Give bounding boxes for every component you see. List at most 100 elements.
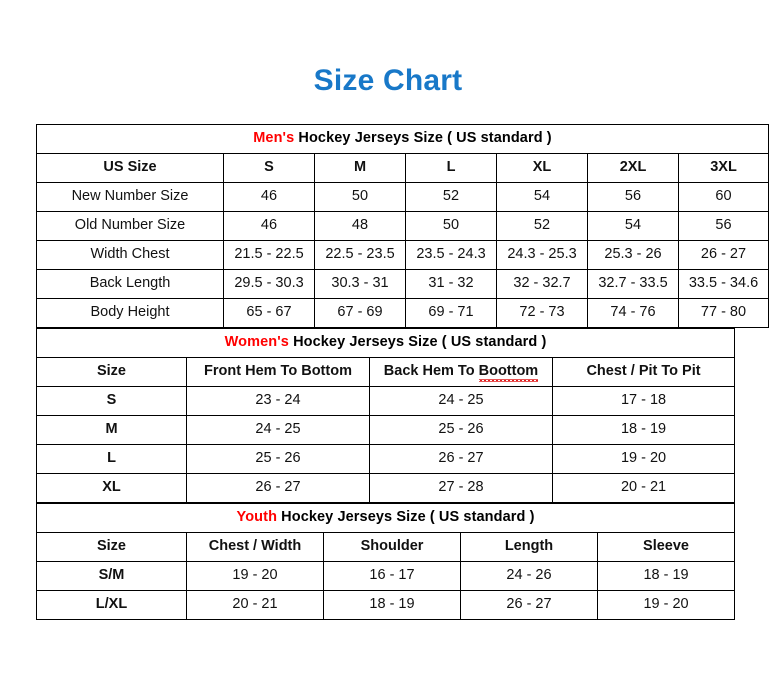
mens-cell-4-2: 69 - 71 <box>405 298 497 328</box>
table-row: Width Chest 21.5 - 22.5 22.5 - 23.5 23.5… <box>36 240 769 270</box>
womens-cell-0-1: 24 - 25 <box>369 386 553 416</box>
size-tables-container: Men's Hockey Jerseys Size ( US standard … <box>35 124 769 620</box>
mens-cell-3-5: 33.5 - 34.6 <box>678 269 769 299</box>
womens-banner-rest: Hockey Jerseys Size ( US standard ) <box>288 334 547 351</box>
table-row: New Number Size 46 50 52 54 56 60 <box>36 182 769 212</box>
mens-cell-2-1: 22.5 - 23.5 <box>314 240 406 270</box>
youth-col-header-1: Chest / Width <box>186 532 324 562</box>
table-row: L 25 - 26 26 - 27 19 - 20 <box>36 444 736 474</box>
mens-row-label-4: Body Height <box>36 298 224 328</box>
mens-cell-3-0: 29.5 - 30.3 <box>223 269 315 299</box>
womens-cell-2-1: 26 - 27 <box>369 444 553 474</box>
youth-row-label-0: S/M <box>36 561 187 591</box>
womens-cell-3-2: 20 - 21 <box>551 473 736 503</box>
youth-row-label-1: L/XL <box>36 590 187 620</box>
youth-column-header-row: Size Chest / Width Shoulder Length Sleev… <box>36 532 736 562</box>
womens-col-header-0: Size <box>36 357 187 387</box>
table-row: Old Number Size 46 48 50 52 54 56 <box>36 211 769 241</box>
womens-cell-1-2: 18 - 19 <box>551 415 736 445</box>
womens-row-label-0: S <box>36 386 187 416</box>
table-row: S/M 19 - 20 16 - 17 24 - 26 18 - 19 <box>36 561 736 591</box>
page-title: Size Chart <box>313 64 463 97</box>
womens-section-banner-row: Women's Hockey Jerseys Size ( US standar… <box>35 328 736 358</box>
youth-cell-0-1: 16 - 17 <box>323 561 461 591</box>
mens-size-table: Men's Hockey Jerseys Size ( US standard … <box>36 124 769 328</box>
youth-size-table: Youth Hockey Jerseys Size ( US standard … <box>35 503 736 620</box>
mens-cell-1-2: 50 <box>405 211 497 241</box>
mens-col-header-6: 3XL <box>678 153 769 183</box>
mens-cell-2-2: 23.5 - 24.3 <box>405 240 497 270</box>
youth-cell-0-3: 18 - 19 <box>596 561 736 591</box>
womens-row-label-2: L <box>36 444 187 474</box>
mens-cell-1-3: 52 <box>496 211 588 241</box>
mens-row-label-2: Width Chest <box>36 240 224 270</box>
womens-cell-2-2: 19 - 20 <box>551 444 736 474</box>
womens-row-label-1: M <box>36 415 187 445</box>
womens-section-banner: Women's Hockey Jerseys Size ( US standar… <box>35 328 736 358</box>
youth-col-header-0: Size <box>36 532 187 562</box>
mens-col-header-1: S <box>223 153 315 183</box>
womens-cell-0-0: 23 - 24 <box>186 386 370 416</box>
womens-column-header-row: Size Front Hem To Bottom Back Hem To Boo… <box>36 357 736 387</box>
mens-cell-4-3: 72 - 73 <box>496 298 588 328</box>
womens-cell-1-0: 24 - 25 <box>186 415 370 445</box>
table-row: M 24 - 25 25 - 26 18 - 19 <box>36 415 736 445</box>
womens-col-header-2-misspelled-word: Boottom <box>478 362 539 383</box>
mens-cell-4-0: 65 - 67 <box>223 298 315 328</box>
youth-col-header-4: Sleeve <box>596 532 736 562</box>
mens-col-header-4: XL <box>496 153 588 183</box>
table-row: XL 26 - 27 27 - 28 20 - 21 <box>36 473 736 503</box>
womens-row-label-3: XL <box>36 473 187 503</box>
mens-cell-3-4: 32.7 - 33.5 <box>587 269 679 299</box>
womens-col-header-1: Front Hem To Bottom <box>186 357 370 387</box>
mens-banner-highlight: Men's <box>253 130 295 147</box>
mens-section-banner-row: Men's Hockey Jerseys Size ( US standard … <box>36 124 769 154</box>
mens-banner-rest: Hockey Jerseys Size ( US standard ) <box>294 130 552 147</box>
mens-cell-0-0: 46 <box>223 182 315 212</box>
mens-cell-1-1: 48 <box>314 211 406 241</box>
youth-col-header-3: Length <box>460 532 598 562</box>
youth-cell-1-3: 19 - 20 <box>596 590 736 620</box>
youth-cell-1-2: 26 - 27 <box>460 590 598 620</box>
womens-col-header-2: Back Hem To Boottom <box>369 357 553 387</box>
table-row: Body Height 65 - 67 67 - 69 69 - 71 72 -… <box>36 298 769 328</box>
mens-col-header-0: US Size <box>36 153 224 183</box>
youth-section-banner: Youth Hockey Jerseys Size ( US standard … <box>35 503 736 533</box>
youth-cell-1-1: 18 - 19 <box>323 590 461 620</box>
mens-cell-0-5: 60 <box>678 182 769 212</box>
mens-cell-0-4: 56 <box>587 182 679 212</box>
mens-cell-2-0: 21.5 - 22.5 <box>223 240 315 270</box>
youth-col-header-2: Shoulder <box>323 532 461 562</box>
mens-col-header-5: 2XL <box>587 153 679 183</box>
womens-col-header-2-prefix: Back Hem To <box>383 362 479 379</box>
mens-cell-2-3: 24.3 - 25.3 <box>496 240 588 270</box>
mens-cell-3-2: 31 - 32 <box>405 269 497 299</box>
mens-cell-4-5: 77 - 80 <box>678 298 769 328</box>
mens-row-label-0: New Number Size <box>36 182 224 212</box>
mens-cell-3-3: 32 - 32.7 <box>496 269 588 299</box>
table-row: L/XL 20 - 21 18 - 19 26 - 27 19 - 20 <box>36 590 736 620</box>
youth-banner-rest: Hockey Jerseys Size ( US standard ) <box>277 509 535 526</box>
youth-section-banner-row: Youth Hockey Jerseys Size ( US standard … <box>35 503 736 533</box>
womens-col-header-3: Chest / Pit To Pit <box>551 357 736 387</box>
mens-col-header-3: L <box>405 153 497 183</box>
mens-cell-1-4: 54 <box>587 211 679 241</box>
mens-cell-4-4: 74 - 76 <box>587 298 679 328</box>
womens-cell-3-0: 26 - 27 <box>186 473 370 503</box>
mens-cell-1-0: 46 <box>223 211 315 241</box>
mens-section-banner: Men's Hockey Jerseys Size ( US standard … <box>36 124 769 154</box>
womens-cell-3-1: 27 - 28 <box>369 473 553 503</box>
mens-cell-0-2: 52 <box>405 182 497 212</box>
youth-cell-1-0: 20 - 21 <box>186 590 324 620</box>
mens-cell-4-1: 67 - 69 <box>314 298 406 328</box>
womens-cell-2-0: 25 - 26 <box>186 444 370 474</box>
youth-cell-0-0: 19 - 20 <box>186 561 324 591</box>
table-row: S 23 - 24 24 - 25 17 - 18 <box>36 386 736 416</box>
youth-cell-0-2: 24 - 26 <box>460 561 598 591</box>
table-row: Back Length 29.5 - 30.3 30.3 - 31 31 - 3… <box>36 269 769 299</box>
mens-col-header-2: M <box>314 153 406 183</box>
womens-banner-highlight: Women's <box>224 334 289 351</box>
mens-cell-0-1: 50 <box>314 182 406 212</box>
mens-cell-0-3: 54 <box>496 182 588 212</box>
